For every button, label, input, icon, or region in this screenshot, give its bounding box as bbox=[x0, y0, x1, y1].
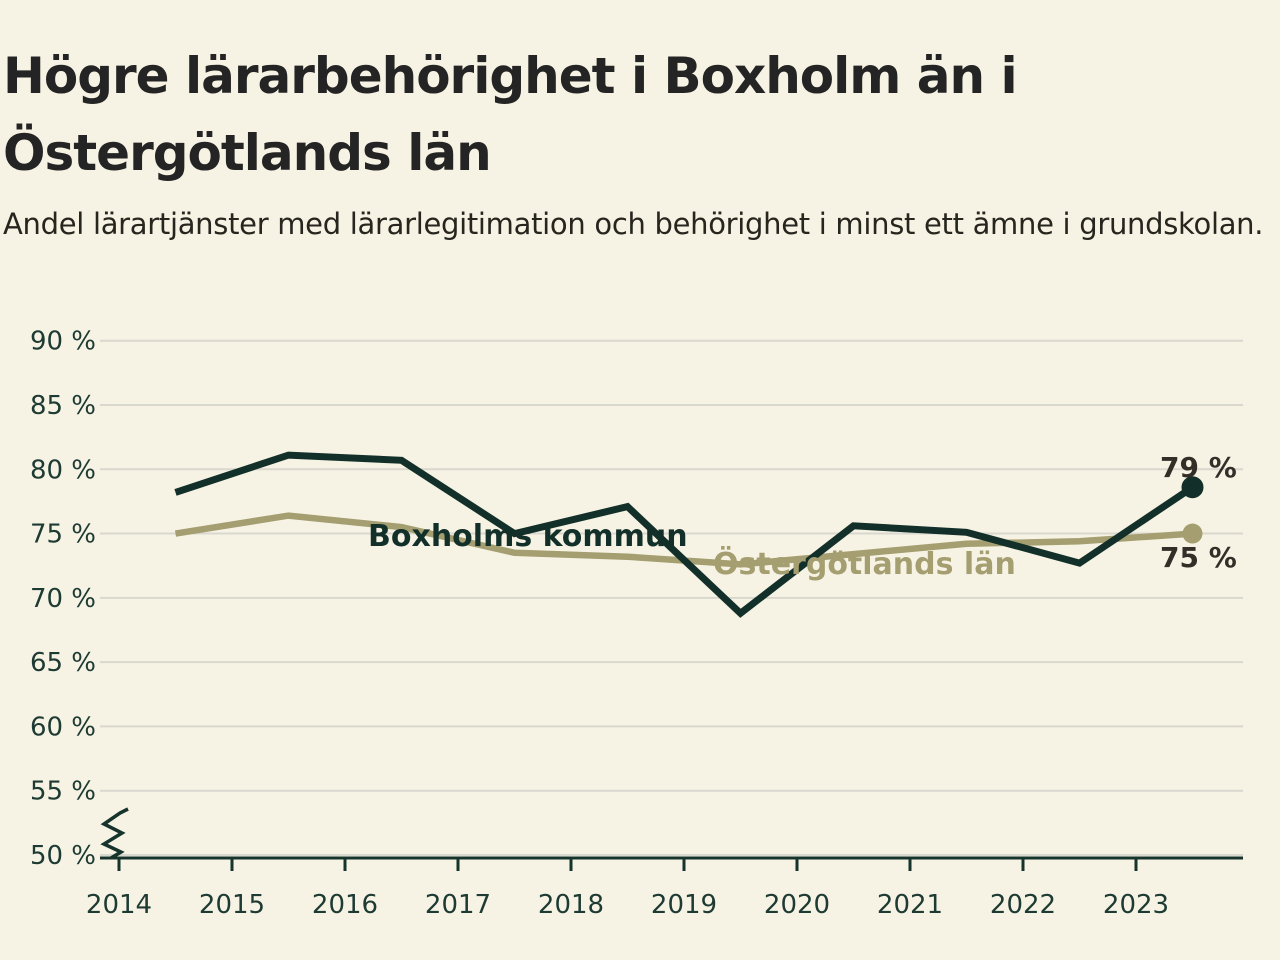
end-value-label: 75 % bbox=[1160, 541, 1237, 574]
y-tick-label: 80 % bbox=[30, 455, 96, 485]
end-value-label: 79 % bbox=[1160, 451, 1237, 484]
gridlines-layer bbox=[100, 339, 1243, 856]
series-label: Östergötlands län bbox=[713, 545, 1016, 582]
x-tick-label: 2021 bbox=[877, 890, 943, 920]
x-tick-label: 2014 bbox=[86, 890, 152, 920]
y-tick-label: 60 % bbox=[30, 712, 96, 742]
y-tick-label: 75 % bbox=[30, 520, 96, 550]
y-tick-label: 65 % bbox=[30, 648, 96, 678]
x-tick-label: 2015 bbox=[199, 890, 265, 920]
y-tick-label: 85 % bbox=[30, 391, 96, 421]
x-tick-label: 2023 bbox=[1103, 890, 1169, 920]
series-end-dot bbox=[1181, 476, 1204, 499]
y-tick-label: 70 % bbox=[30, 584, 96, 614]
x-tick-label: 2016 bbox=[312, 890, 378, 920]
x-tick-label: 2018 bbox=[538, 890, 604, 920]
series-line-boxholms-kommun bbox=[174, 451, 1195, 618]
labels-layer: 90 % 85 % 80 % 75 % 70 % 65 % 60 % 55 % 50 % 2014… bbox=[30, 327, 1237, 920]
chart-title: Högre lärarbehörighet i Boxholm än i Öst… bbox=[3, 46, 1018, 182]
x-tick-label: 2020 bbox=[764, 890, 830, 920]
series-end-dot bbox=[1182, 523, 1203, 544]
y-tick-label: 90 % bbox=[30, 327, 96, 357]
y-tick-label: 50 % bbox=[30, 841, 96, 871]
axis-layer bbox=[100, 807, 1243, 871]
x-tick-label: 2022 bbox=[990, 890, 1056, 920]
axis-break-icon bbox=[100, 807, 129, 860]
x-tick-label: 2017 bbox=[425, 890, 491, 920]
series-layer bbox=[174, 451, 1204, 618]
x-tick-label: 2019 bbox=[651, 890, 717, 920]
y-tick-label: 55 % bbox=[30, 777, 96, 807]
series-label: Boxholms kommun bbox=[368, 519, 688, 554]
chart-subtitle: Andel lärartjänster med lärarlegitimatio… bbox=[3, 207, 1264, 241]
